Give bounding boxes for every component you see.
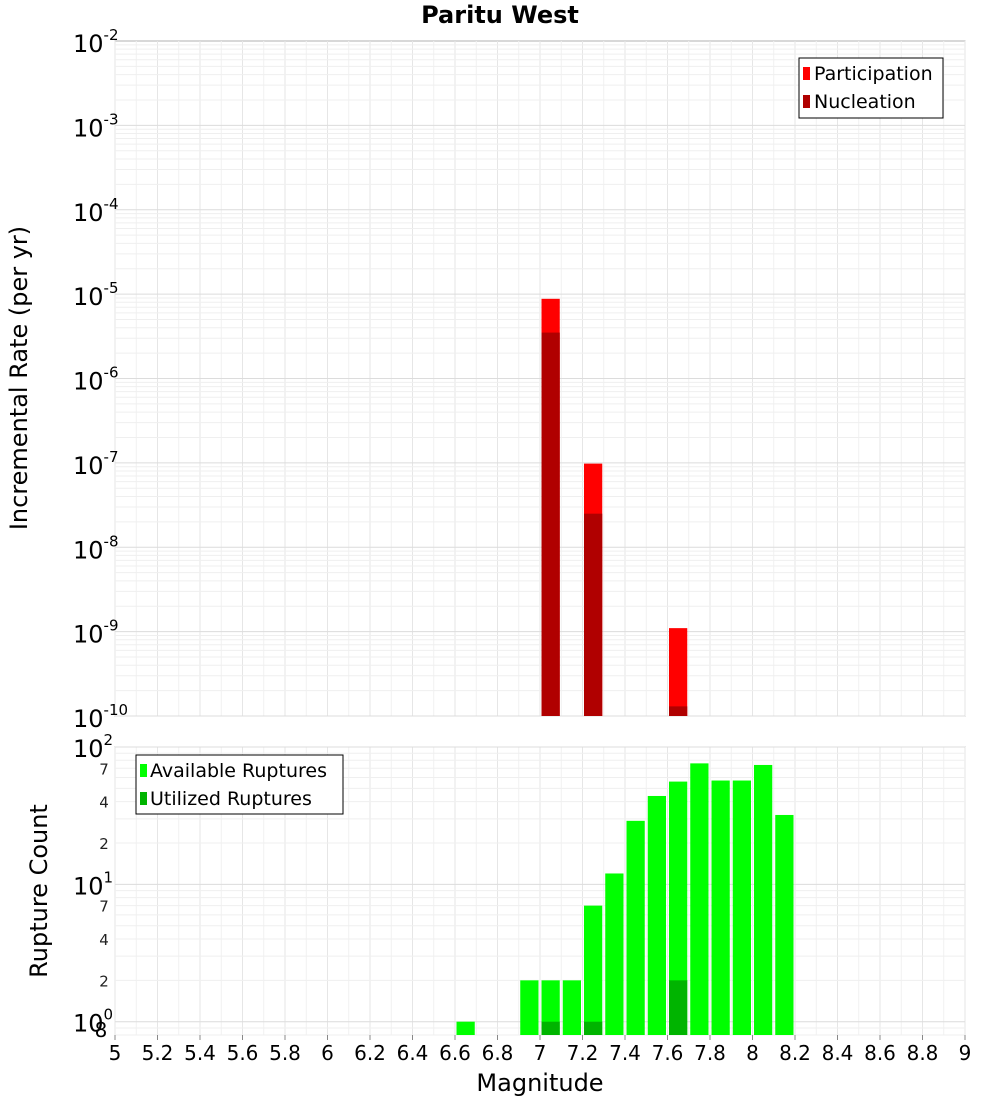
y-tick-label: 10-4 — [73, 195, 119, 227]
available-bar — [562, 980, 581, 1035]
available-bar — [456, 1021, 475, 1035]
y-tick-label: 10-9 — [73, 617, 119, 649]
rate-legend-box — [798, 57, 944, 119]
y-minor-tick-label: 2 — [99, 835, 109, 853]
nucleation-bar — [584, 513, 603, 716]
y-tick-label: 10-8 — [73, 532, 119, 564]
x-axis-label: Magnitude — [476, 1069, 603, 1097]
x-tick-label: 5.8 — [269, 1041, 301, 1065]
legend-label-participation: Participation — [814, 63, 933, 85]
available-bar — [690, 763, 709, 1035]
y-tick-label: 10-3 — [73, 110, 119, 142]
legend-swatch-available — [140, 764, 147, 777]
participation-bar — [669, 628, 688, 716]
available-bar — [711, 780, 730, 1035]
available-bar — [605, 873, 624, 1035]
x-tick-label: 6.2 — [354, 1041, 386, 1065]
utilized-bar — [541, 1021, 560, 1035]
x-tick-label: 6.4 — [397, 1041, 429, 1065]
rupture-y-ticks: 100 101 102 8 2 4 7 2 4 7 — [73, 731, 113, 1042]
x-tick-label: 5.6 — [227, 1041, 259, 1065]
y-tick-label: 10-6 — [73, 364, 119, 396]
y-minor-tick-label: 7 — [99, 760, 109, 778]
rupture-bars — [456, 763, 794, 1035]
y-tick-label: 10-7 — [73, 448, 119, 480]
rupture-count-chart: 100 101 102 8 2 4 7 2 4 7 5 5.2 5.4 5.6 5.8 6 6.2 6.4 6.6… — [25, 731, 971, 1097]
y-tick-label: 100 — [73, 1006, 113, 1038]
available-bar — [647, 795, 666, 1035]
x-tick-label: 7.4 — [609, 1041, 641, 1065]
x-tick-label: 8.4 — [822, 1041, 854, 1065]
x-tick-label: 6 — [321, 1041, 334, 1065]
x-tick-label: 6.8 — [482, 1041, 514, 1065]
nucleation-bar — [541, 332, 560, 716]
x-tick-label: 7 — [534, 1041, 547, 1065]
rate-y-ticks: 10-10 10-9 10-8 10-7 10-6 10-5 10-4 10-3 10-2 — [73, 26, 128, 733]
available-bar — [541, 980, 560, 1035]
y-minor-tick-label: 4 — [99, 794, 109, 812]
available-bar — [520, 980, 539, 1035]
legend-swatch-utilized — [140, 792, 147, 805]
available-bar — [626, 820, 645, 1035]
legend-label-available: Available Ruptures — [150, 760, 327, 782]
y-tick-label: 102 — [73, 731, 113, 763]
y-tick-label: 10-2 — [73, 26, 119, 58]
available-bar — [732, 780, 751, 1035]
x-tick-label: 5 — [109, 1041, 122, 1065]
y-tick-label: 10-5 — [73, 279, 119, 311]
rate-legend: Participation Nucleation — [798, 57, 944, 119]
rupture-legend: Available Ruptures Utilized Ruptures — [135, 754, 344, 815]
legend-swatch-nucleation — [803, 95, 810, 108]
rupture-legend-box — [135, 754, 344, 815]
available-bar — [584, 905, 603, 1035]
x-tick-label: 8.2 — [779, 1041, 811, 1065]
rate-grid — [114, 41, 966, 717]
utilized-bar — [584, 1021, 603, 1035]
nucleation-bar — [669, 706, 688, 716]
legend-label-utilized: Utilized Ruptures — [150, 788, 312, 810]
x-tick-label: 8.8 — [907, 1041, 939, 1065]
y-minor-tick-label: 8 — [95, 1018, 108, 1042]
y-tick-label: 101 — [73, 868, 113, 900]
y-minor-tick-label: 2 — [99, 972, 109, 990]
legend-swatch-participation — [803, 67, 810, 80]
x-tick-label: 5.2 — [142, 1041, 174, 1065]
x-tick-label: 8 — [746, 1041, 759, 1065]
rate-y-axis-label: Incremental Rate (per yr) — [5, 226, 33, 530]
chart-title: Paritu West — [421, 1, 579, 29]
rate-bars — [541, 298, 688, 716]
x-ticks: 5 5.2 5.4 5.6 5.8 6 6.2 6.4 6.6 6.8 7 7.2 7.4 7.6 7.8 8… — [109, 1035, 972, 1065]
available-bar — [775, 814, 794, 1035]
x-tick-label: 6.6 — [439, 1041, 471, 1065]
x-tick-label: 7.2 — [567, 1041, 599, 1065]
x-tick-label: 7.8 — [694, 1041, 726, 1065]
legend-label-nucleation: Nucleation — [814, 91, 916, 113]
utilized-bar — [669, 980, 688, 1035]
x-tick-label: 9 — [959, 1041, 972, 1065]
x-tick-label: 8.6 — [864, 1041, 896, 1065]
rupture-y-axis-label: Rupture Count — [25, 804, 53, 978]
x-tick-label: 5.4 — [184, 1041, 216, 1065]
available-bar — [754, 764, 773, 1035]
x-tick-label: 7.6 — [652, 1041, 684, 1065]
y-minor-tick-label: 7 — [99, 898, 109, 916]
y-minor-tick-label: 4 — [99, 931, 109, 949]
rate-chart: Paritu West 10-1010-910-810-710-610-510-… — [5, 1, 966, 733]
y-tick-label: 10-10 — [73, 701, 128, 733]
available-bar — [669, 781, 688, 1035]
